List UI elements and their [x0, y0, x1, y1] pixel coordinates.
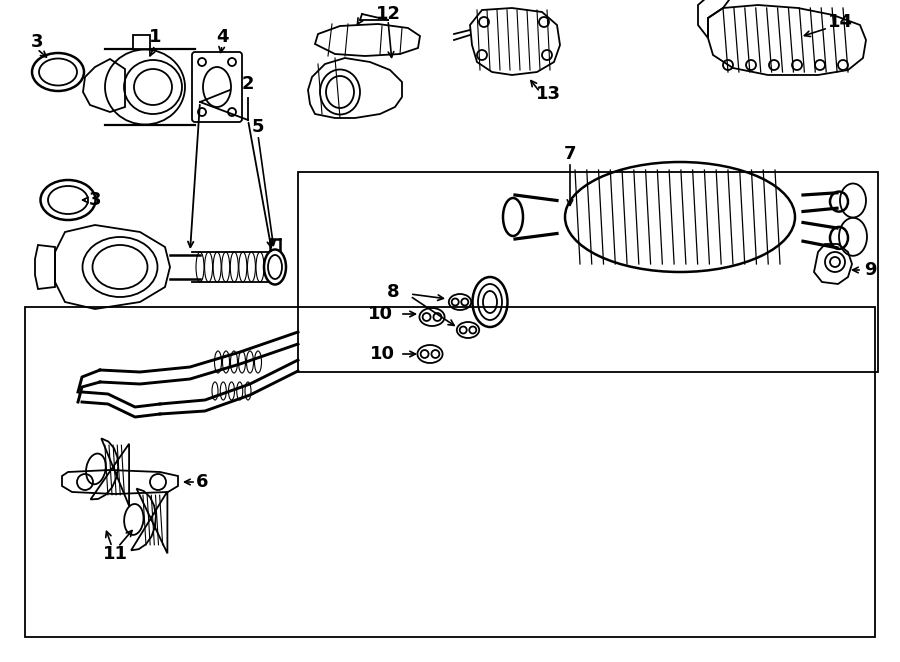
Text: 10: 10 — [370, 345, 394, 363]
Text: 4: 4 — [216, 28, 229, 46]
Text: 10: 10 — [367, 305, 392, 323]
Text: 14: 14 — [827, 13, 852, 31]
Text: 2: 2 — [242, 75, 255, 93]
Text: 11: 11 — [103, 545, 128, 563]
Polygon shape — [133, 35, 150, 49]
Text: 8: 8 — [387, 283, 400, 301]
Text: 13: 13 — [536, 85, 561, 103]
Text: 5: 5 — [252, 118, 265, 136]
Text: 1: 1 — [148, 28, 161, 46]
Text: 3: 3 — [31, 33, 43, 51]
Text: 3: 3 — [89, 191, 102, 209]
Bar — [25, 307, 875, 637]
Text: 7: 7 — [563, 145, 576, 163]
Text: 9: 9 — [864, 261, 877, 279]
Text: 12: 12 — [375, 5, 401, 23]
Bar — [298, 172, 878, 372]
Text: 6: 6 — [196, 473, 208, 491]
